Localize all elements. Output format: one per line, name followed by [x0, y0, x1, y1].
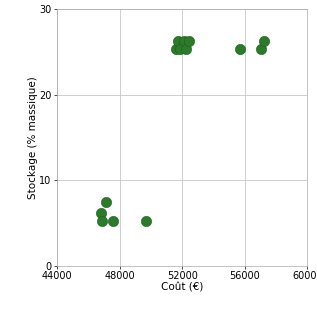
Point	[181, 38, 186, 43]
Point	[238, 47, 243, 52]
Point	[178, 47, 183, 52]
Point	[100, 219, 105, 224]
Y-axis label: Stockage (% massique): Stockage (% massique)	[28, 76, 38, 199]
Point	[261, 38, 266, 43]
Point	[111, 219, 116, 224]
X-axis label: Coût (€): Coût (€)	[161, 283, 204, 293]
Point	[98, 210, 103, 215]
Point	[186, 38, 191, 43]
Point	[144, 219, 149, 224]
Point	[173, 47, 178, 52]
Point	[184, 47, 189, 52]
Point	[258, 47, 263, 52]
Point	[103, 199, 108, 204]
Point	[176, 38, 181, 43]
